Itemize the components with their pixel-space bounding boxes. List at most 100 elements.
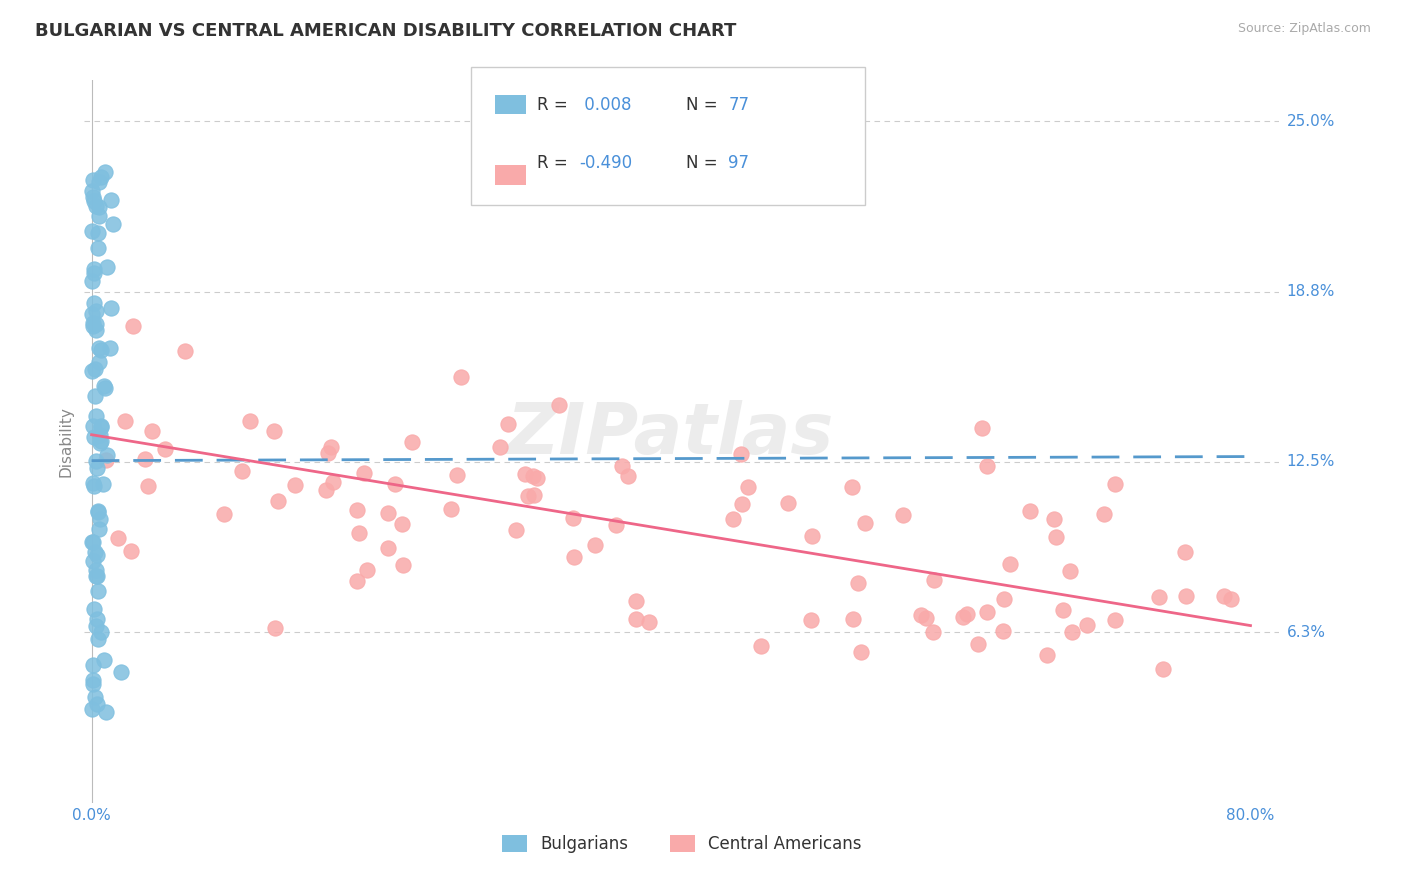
Point [347, 526, 370, 541]
Point [1174, 545, 1197, 559]
Point [90, 343, 112, 358]
Point [82, 476, 104, 491]
Point [87, 584, 110, 599]
Point [82, 658, 104, 673]
Point [82, 190, 104, 204]
Point [82, 364, 104, 378]
Point [84, 545, 107, 559]
Point [1104, 613, 1126, 627]
Point [526, 470, 548, 484]
Point [731, 497, 754, 511]
Point [83, 296, 105, 310]
Legend: Bulgarians, Central Americans: Bulgarians, Central Americans [495, 828, 869, 860]
Text: 18.8%: 18.8% [1286, 284, 1336, 299]
Point [1018, 504, 1040, 518]
Point [82, 317, 104, 331]
Point [778, 496, 800, 510]
Point [1175, 590, 1198, 604]
Point [84, 569, 107, 583]
Point [976, 605, 998, 619]
Point [87, 632, 110, 647]
Point [966, 637, 988, 651]
Point [90, 418, 112, 433]
Point [1104, 476, 1126, 491]
Point [80, 534, 103, 549]
Point [82, 554, 104, 568]
Point [84, 690, 107, 704]
Point [800, 613, 823, 627]
Point [346, 574, 368, 588]
Point [1036, 648, 1059, 663]
Point [114, 414, 136, 428]
Point [377, 506, 399, 520]
Point [96, 448, 118, 462]
Point [263, 424, 285, 438]
Point [90, 420, 112, 434]
Point [998, 558, 1021, 572]
Point [547, 398, 569, 412]
Point [100, 301, 122, 316]
Point [96, 260, 118, 274]
Point [353, 466, 375, 480]
Point [956, 607, 979, 622]
Text: BULGARIAN VS CENTRAL AMERICAN DISABILITY CORRELATION CHART: BULGARIAN VS CENTRAL AMERICAN DISABILITY… [35, 22, 737, 40]
Point [1147, 590, 1170, 604]
Point [110, 665, 132, 679]
Point [239, 413, 262, 427]
Point [80, 223, 103, 237]
Point [377, 541, 399, 556]
Point [87, 503, 110, 517]
Point [87, 175, 110, 189]
Point [82, 274, 104, 288]
Point [846, 576, 869, 591]
Text: 6.3%: 6.3% [1286, 625, 1326, 640]
Point [801, 529, 824, 543]
Point [356, 563, 378, 577]
Point [84, 199, 107, 213]
Point [84, 361, 107, 376]
Point [86, 460, 108, 475]
Point [922, 573, 945, 587]
Point [83, 430, 105, 444]
Point [83, 266, 105, 280]
Point [83, 262, 105, 277]
Point [401, 435, 423, 450]
Point [617, 468, 640, 483]
Point [391, 517, 413, 532]
Point [87, 209, 110, 223]
Point [82, 319, 104, 334]
Point [1219, 592, 1241, 607]
Point [94, 706, 117, 720]
Point [83, 194, 105, 208]
Point [87, 522, 110, 536]
Text: 25.0%: 25.0% [1286, 113, 1336, 128]
Point [910, 607, 932, 622]
Point [89, 435, 111, 450]
Text: -0.490: -0.490 [579, 154, 633, 172]
Point [93, 379, 115, 393]
Point [90, 170, 112, 185]
Point [231, 464, 253, 478]
Text: R =: R = [537, 96, 574, 114]
Point [1152, 662, 1174, 676]
Point [84, 323, 107, 337]
Point [82, 535, 104, 549]
Point [136, 479, 159, 493]
Point [90, 434, 112, 448]
Point [89, 428, 111, 442]
Point [87, 226, 110, 240]
Point [84, 303, 107, 318]
Point [891, 508, 914, 523]
Point [517, 489, 540, 503]
Point [322, 475, 344, 490]
Point [173, 343, 195, 358]
Point [86, 409, 108, 423]
Point [84, 318, 107, 332]
Point [1045, 530, 1067, 544]
Point [94, 381, 117, 395]
Text: N =: N = [686, 154, 723, 172]
Point [100, 342, 122, 356]
Point [489, 440, 512, 454]
Point [391, 558, 413, 572]
Point [1043, 512, 1066, 526]
